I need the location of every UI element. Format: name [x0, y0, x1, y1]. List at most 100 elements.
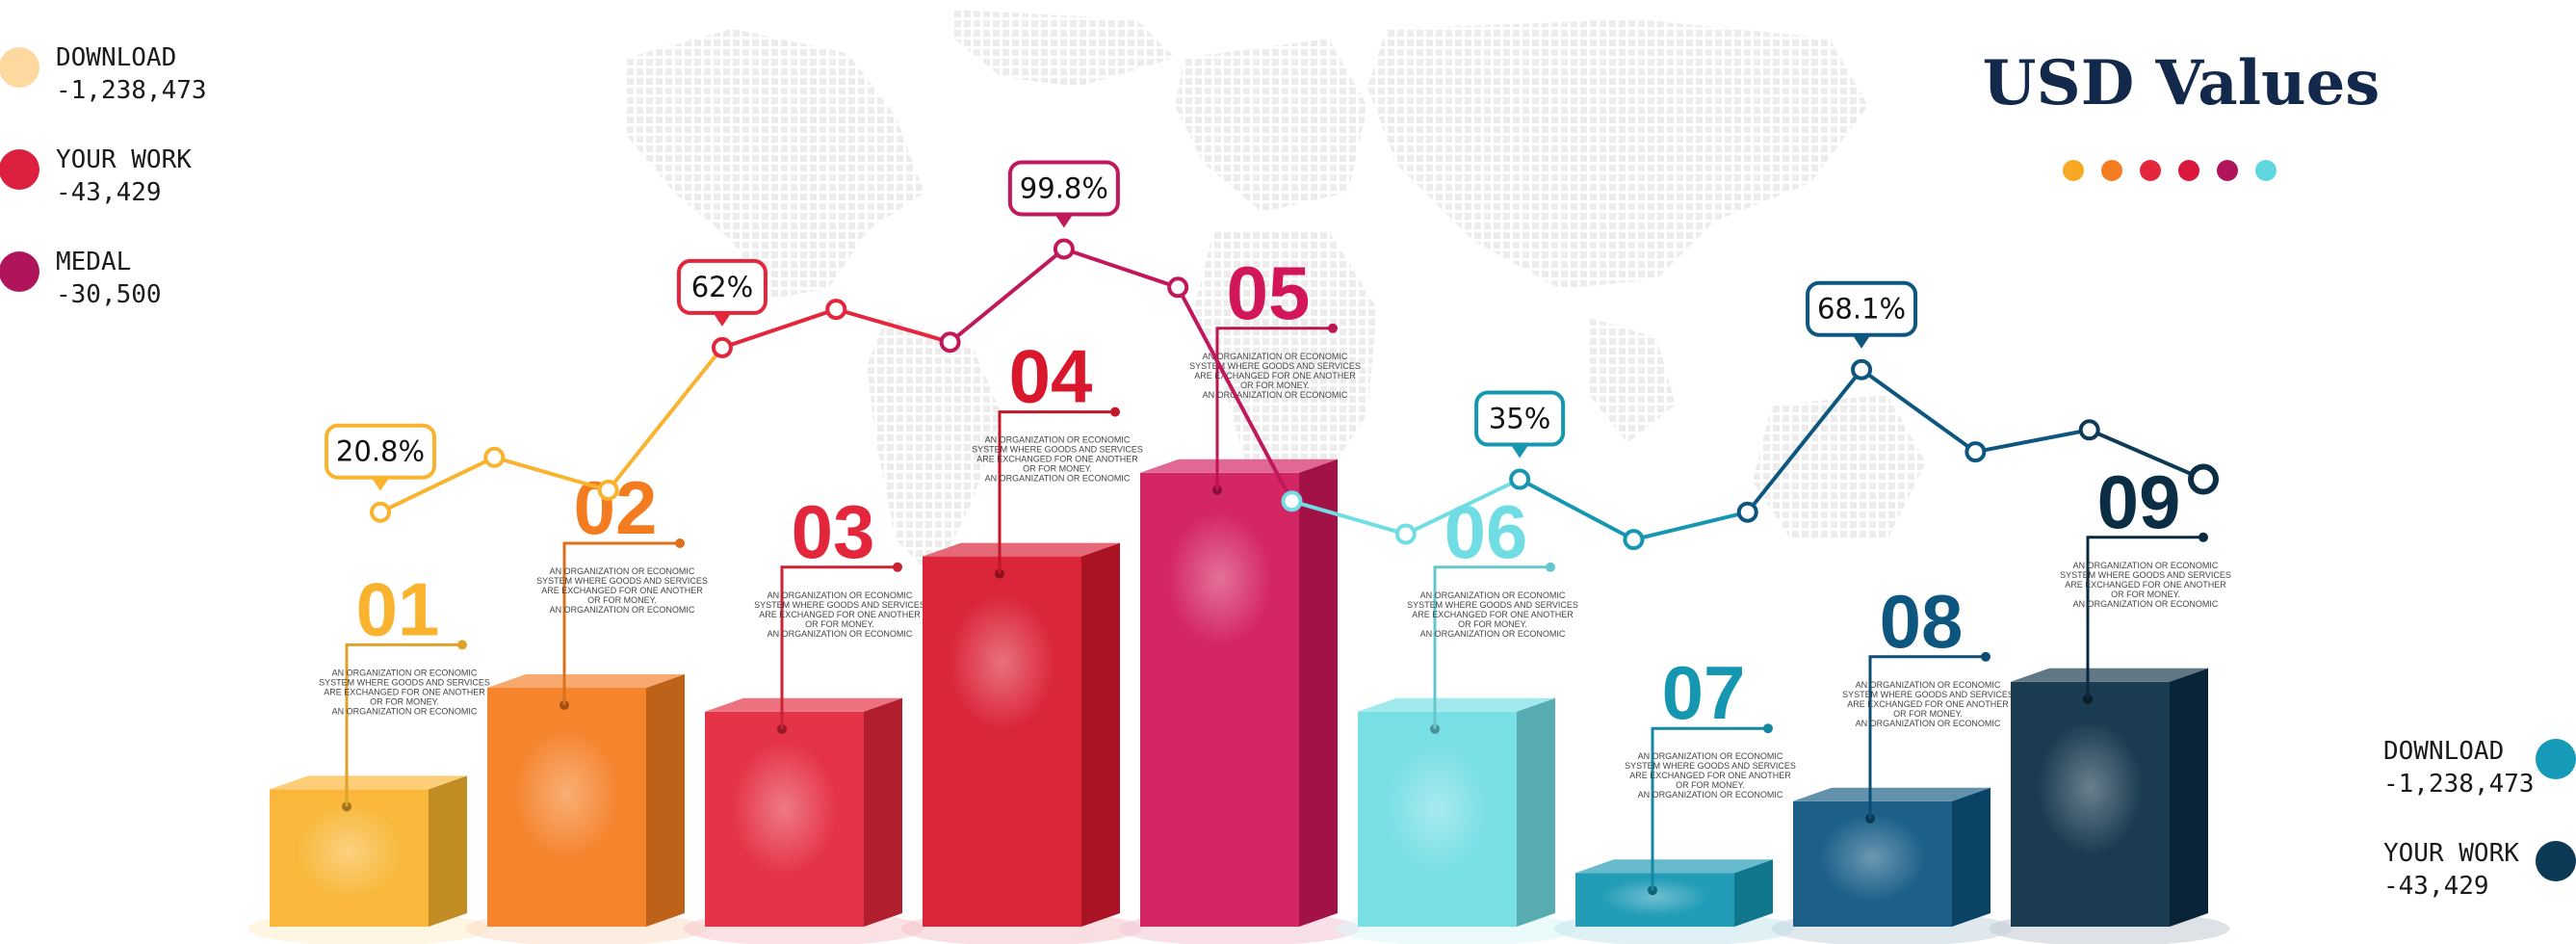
description-line: OR FOR MONEY.: [805, 619, 874, 629]
bar-side-face: [2170, 668, 2208, 927]
bar-top-face: [1140, 459, 1338, 473]
bar-category-label: 04: [1009, 334, 1093, 419]
legend-series-value: -43,429: [56, 178, 162, 207]
line-point: [483, 446, 506, 468]
description-line: SYSTEM WHERE GOODS AND SERVICES: [319, 677, 490, 687]
description-line: ARE EXCHANGED FOR ONE ANOTHER: [1629, 771, 1791, 780]
bar-top-face: [2011, 668, 2208, 682]
description-line: OR FOR MONEY.: [1458, 619, 1527, 629]
line-point: [825, 299, 847, 321]
description-line: SYSTEM WHERE GOODS AND SERVICES: [1625, 761, 1796, 771]
line-point: [1623, 529, 1645, 551]
line-point: [1736, 501, 1758, 523]
legend-series-name: DOWNLOAD: [2383, 737, 2504, 766]
description-line: SYSTEM WHERE GOODS AND SERVICES: [1407, 600, 1578, 610]
bar-category-label: 05: [1227, 250, 1311, 335]
bar-side-face: [1299, 459, 1338, 927]
description-line: SYSTEM WHERE GOODS AND SERVICES: [536, 576, 708, 586]
legend-swatch: [2536, 841, 2576, 881]
legend-swatch: [0, 251, 39, 292]
description-line: ARE EXCHANGED FOR ONE ANOTHER: [324, 687, 485, 696]
line-point: [1053, 238, 1075, 260]
title-dot: [2101, 160, 2122, 181]
bar-highlight: [1166, 511, 1273, 646]
bar-category-label: 09: [2097, 459, 2181, 544]
callout-label: 62%: [691, 271, 753, 303]
legend-series-name: YOUR WORK: [2383, 839, 2519, 868]
legend-series-value: -1,238,473: [56, 76, 207, 105]
bar-top-face: [1793, 787, 1991, 801]
line-segment: [1176, 285, 1294, 504]
description-line: ARE EXCHANGED FOR ONE ANOTHER: [1194, 371, 1356, 380]
line-point: [1167, 276, 1189, 299]
leader-end: [1110, 406, 1120, 417]
description-line: AN ORGANIZATION OR ECONOMIC: [768, 590, 913, 600]
bar-highlight: [513, 726, 620, 861]
leader-line: [780, 565, 898, 729]
description-line: AN ORGANIZATION OR ECONOMIC: [332, 668, 478, 677]
line-callout: 62%: [676, 258, 768, 327]
world-map-background: [626, 10, 1926, 578]
line-segment: [1403, 477, 1522, 537]
description-line: AN ORGANIZATION OR ECONOMIC: [1203, 352, 1348, 361]
description-line: SYSTEM WHERE GOODS AND SERVICES: [1189, 361, 1361, 371]
legend-series-name: DOWNLOAD: [56, 43, 176, 72]
leader-end: [893, 562, 902, 572]
leader-end: [2199, 532, 2208, 542]
bar-category-label: 02: [574, 465, 658, 550]
line-callout: 68.1%: [1806, 280, 1918, 349]
description-line: AN ORGANIZATION OR ECONOMIC: [768, 629, 913, 639]
description-line: AN ORGANIZATION OR ECONOMIC: [332, 706, 478, 716]
line-callout: 99.8%: [1007, 160, 1120, 228]
bar-category-label: 06: [1444, 489, 1528, 574]
description-line: OR FOR MONEY.: [1240, 380, 1310, 390]
legend-series-value: -1,238,473: [2383, 770, 2535, 799]
title-dot: [2255, 160, 2277, 181]
description-line: AN ORGANIZATION OR ECONOMIC: [1638, 790, 1783, 800]
description-line: OR FOR MONEY.: [1676, 780, 1745, 790]
line-segment: [492, 455, 611, 492]
bar-category-label: 08: [1880, 579, 1964, 664]
bar-category-label: 01: [356, 566, 440, 651]
line-point: [1509, 468, 1531, 490]
callout-pointer: [1054, 213, 1074, 228]
line-point: [939, 331, 961, 354]
line-point: [1965, 441, 1987, 463]
description-line: OR FOR MONEY.: [587, 595, 657, 605]
leader-end: [1328, 323, 1338, 333]
description-line: ARE EXCHANGED FOR ONE ANOTHER: [1847, 699, 2009, 709]
line-segment: [948, 247, 1066, 345]
legend-right: DOWNLOAD -1,238,473 YOUR WORK -43,429: [2383, 737, 2576, 901]
description-line: ARE EXCHANGED FOR ONE ANOTHER: [759, 610, 921, 619]
description-line: AN ORGANIZATION OR ECONOMIC: [1638, 751, 1783, 761]
description-line: OR FOR MONEY.: [370, 696, 439, 706]
description-line: SYSTEM WHERE GOODS AND SERVICES: [972, 445, 1143, 455]
line-segment: [1860, 367, 1978, 455]
bar-side-face: [1081, 542, 1120, 927]
line-point: [1851, 358, 1873, 380]
description-line: OR FOR MONEY.: [1023, 464, 1092, 474]
line-segment: [1518, 477, 1636, 542]
callout-pointer: [1852, 333, 1872, 349]
line-point: [711, 336, 733, 358]
description-line: ARE EXCHANGED FOR ONE ANOTHER: [1412, 610, 1574, 619]
leader-line: [1215, 327, 1333, 490]
description-line: ARE EXCHANGED FOR ONE ANOTHER: [2065, 580, 2226, 590]
legend-left: DOWNLOAD -1,238,473 YOUR WORK -43,429 MEDAL -…: [0, 43, 207, 309]
line-point: [1281, 490, 1303, 512]
description-line: SYSTEM WHERE GOODS AND SERVICES: [1842, 690, 2014, 699]
line-segment: [378, 455, 497, 514]
legend-series-name: MEDAL: [56, 248, 131, 276]
bar-side-face: [646, 674, 685, 927]
leader-line: [1433, 565, 1550, 729]
line-segment: [2087, 428, 2205, 482]
callout-pointer: [712, 311, 732, 327]
bar-highlight: [949, 594, 1055, 730]
